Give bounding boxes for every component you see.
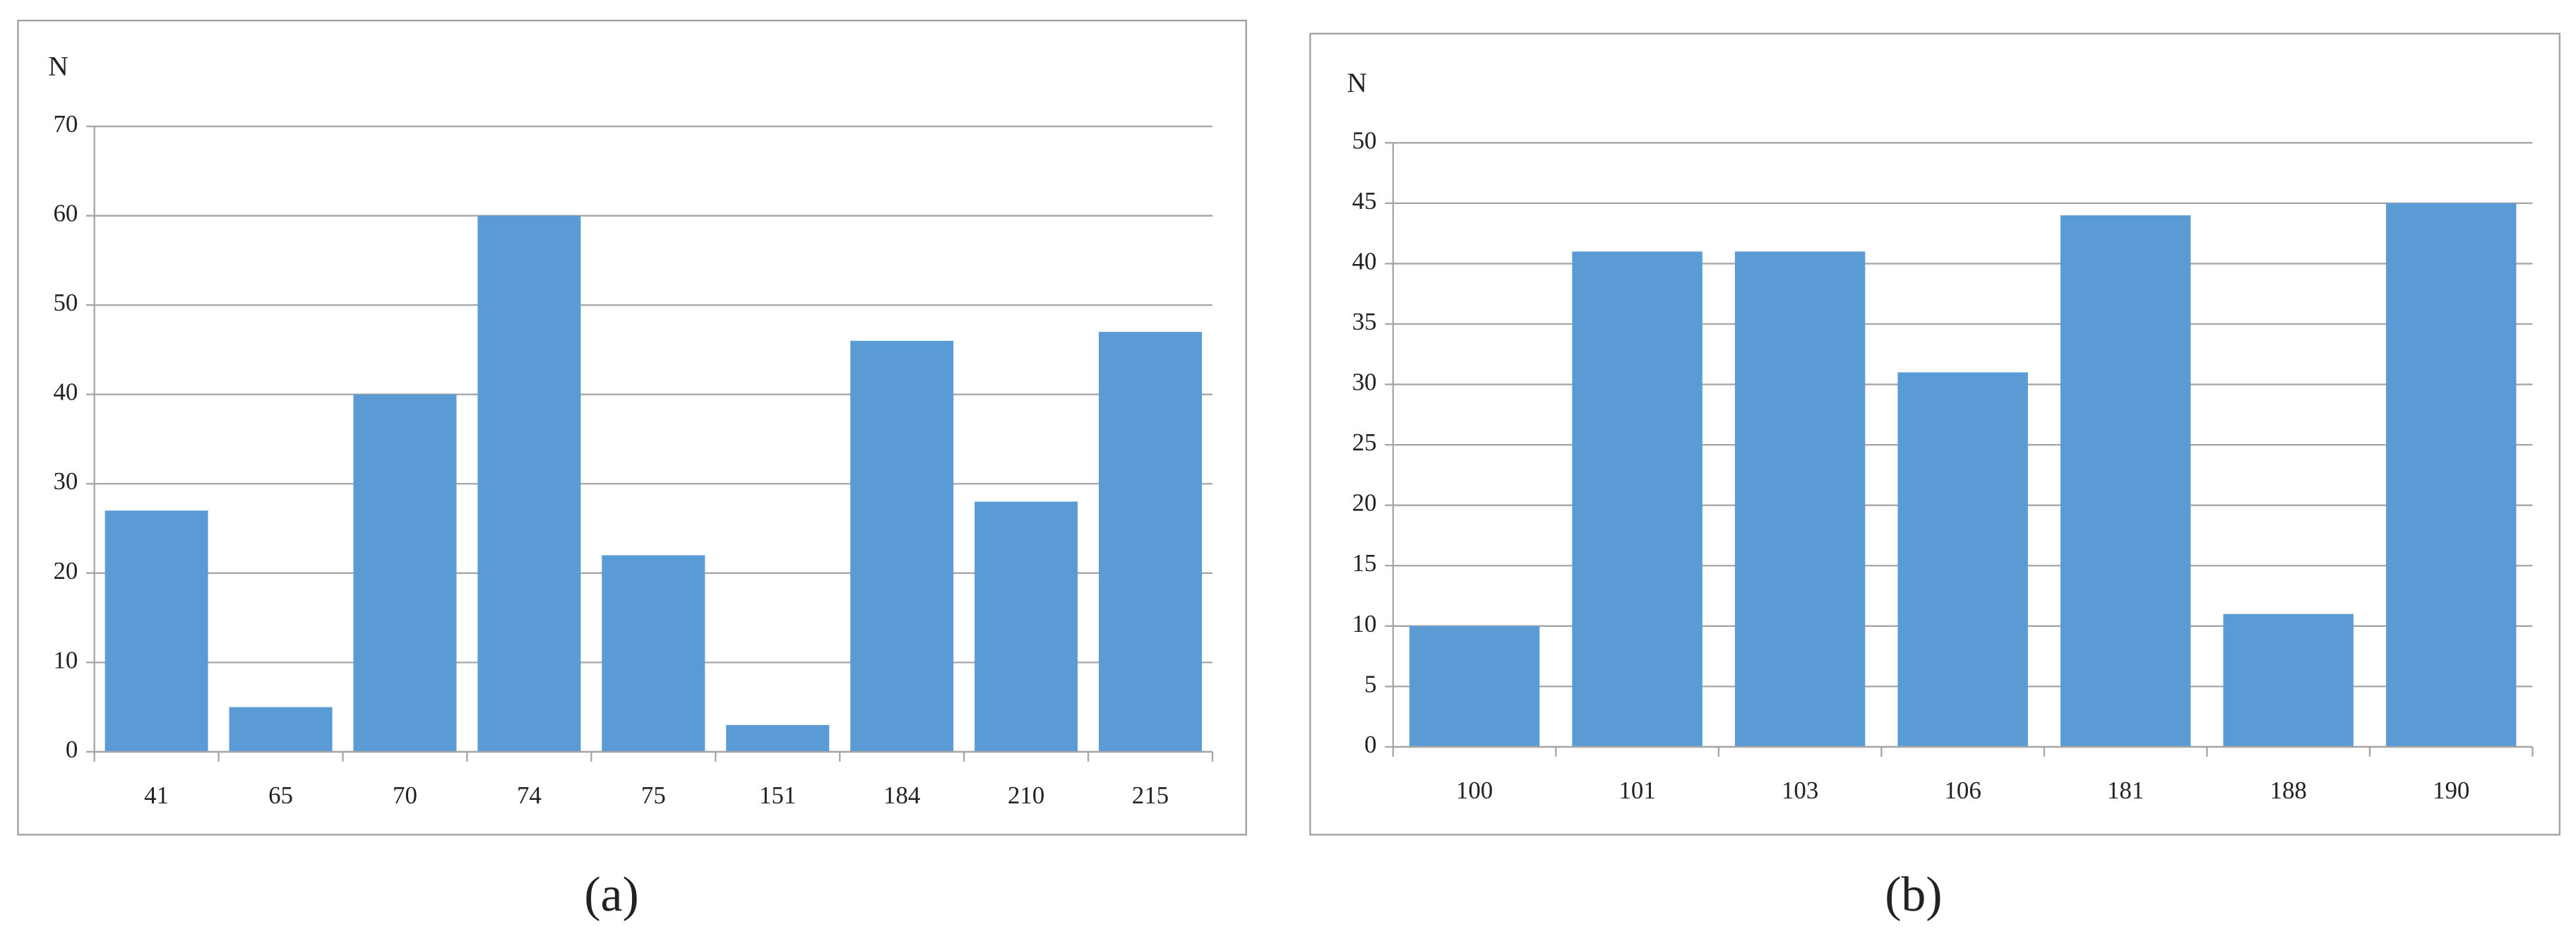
- y-tick-label: 50: [1352, 126, 1377, 154]
- y-tick-label: 10: [54, 646, 78, 673]
- x-tick-label: 181: [2107, 777, 2144, 804]
- x-tick-label: 100: [1456, 777, 1493, 804]
- y-tick-label: 30: [1352, 369, 1377, 396]
- bar: [1099, 332, 1203, 752]
- y-axis-label: N: [48, 51, 68, 82]
- bar: [726, 724, 830, 752]
- x-tick-label: 106: [1944, 777, 1981, 804]
- y-tick-label: 45: [1352, 187, 1377, 215]
- y-tick-label: 0: [1364, 731, 1376, 758]
- x-tick-label: 75: [641, 782, 666, 809]
- y-tick-label: 40: [54, 378, 78, 406]
- bar: [602, 555, 705, 752]
- bar: [1734, 251, 1866, 747]
- y-tick-label: 20: [54, 557, 78, 585]
- bar: [974, 501, 1078, 752]
- y-tick-label: 40: [1352, 247, 1377, 275]
- bar: [2385, 203, 2517, 747]
- x-tick-label: 188: [2270, 777, 2307, 804]
- x-tick-label: 70: [393, 782, 417, 809]
- x-tick-label: 101: [1618, 777, 1655, 804]
- x-tick-label: 65: [268, 782, 293, 809]
- bar: [1897, 372, 2028, 747]
- bar: [353, 394, 457, 752]
- bar: [2060, 215, 2191, 747]
- y-tick-label: 5: [1364, 670, 1376, 697]
- x-tick-label: 151: [759, 782, 796, 809]
- y-axis-label: N: [1347, 67, 1367, 98]
- bar: [229, 707, 333, 752]
- bar: [850, 340, 954, 752]
- bar: [1409, 625, 1540, 747]
- caption: (a): [584, 868, 638, 922]
- y-tick-label: 0: [66, 736, 78, 763]
- bar: [2223, 613, 2354, 747]
- y-tick-label: 15: [1352, 549, 1377, 577]
- y-tick-label: 60: [54, 200, 78, 227]
- x-tick-label: 103: [1782, 777, 1818, 804]
- bar: [105, 510, 208, 752]
- x-tick-label: 74: [517, 782, 542, 809]
- y-tick-label: 25: [1352, 429, 1377, 456]
- bar: [477, 215, 581, 752]
- y-tick-label: 20: [1352, 489, 1377, 517]
- y-tick-label: 50: [54, 289, 78, 316]
- y-tick-label: 30: [54, 467, 78, 495]
- x-tick-label: 215: [1132, 782, 1169, 809]
- x-tick-label: 41: [144, 782, 169, 809]
- caption: (b): [1885, 868, 1942, 922]
- y-tick-label: 70: [54, 110, 78, 138]
- bar: [1572, 251, 1703, 747]
- y-tick-label: 10: [1352, 610, 1377, 637]
- x-tick-label: 184: [883, 782, 920, 809]
- x-tick-label: 210: [1008, 782, 1044, 809]
- x-tick-label: 190: [2433, 777, 2469, 804]
- y-tick-label: 35: [1352, 308, 1377, 335]
